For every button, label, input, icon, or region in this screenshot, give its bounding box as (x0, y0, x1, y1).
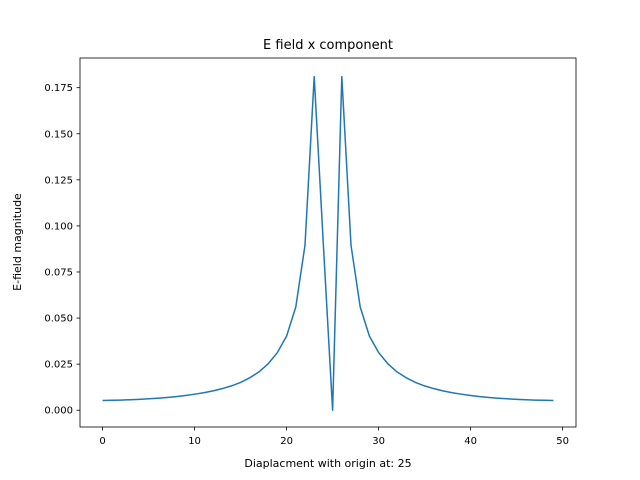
plot-area (102, 75, 554, 411)
y-axis: 0.000 0.025 0.050 0.075 0.100 0.125 0.150 0.175 (44, 83, 80, 417)
y-tick-label: 0.125 (44, 175, 73, 186)
x-tick-label: 50 (556, 436, 569, 447)
x-axis-label: Diaplacment with origin at: 25 (244, 457, 411, 470)
x-tick-label: 10 (188, 436, 201, 447)
axes-frame (79, 57, 577, 428)
y-tick-label: 0.000 (44, 406, 73, 417)
x-tick-label: 30 (372, 436, 385, 447)
x-tick-label: 0 (99, 436, 105, 447)
y-tick-label: 0.175 (44, 83, 73, 94)
y-tick-label: 0.150 (44, 129, 73, 140)
y-tick-label: 0.075 (44, 267, 73, 278)
y-tick-label: 0.100 (44, 221, 73, 232)
chart-title: E field x component (263, 38, 393, 53)
y-tick-label: 0.025 (44, 360, 73, 371)
y-axis-label: E-field magnitude (11, 193, 24, 291)
series-line (102, 75, 554, 411)
x-tick-label: 20 (280, 436, 293, 447)
x-tick-label: 40 (464, 436, 477, 447)
x-axis: 0 10 20 30 40 50 (99, 427, 569, 447)
y-tick-label: 0.050 (44, 314, 73, 325)
